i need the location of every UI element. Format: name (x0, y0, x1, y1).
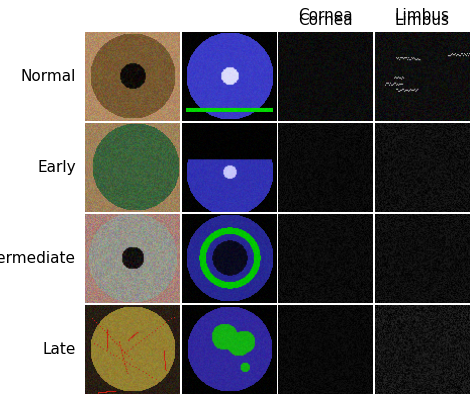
Text: Intermediate: Intermediate (0, 251, 76, 266)
Text: Early: Early (37, 160, 76, 175)
Text: Cornea: Cornea (298, 13, 353, 28)
Text: Limbus: Limbus (395, 8, 450, 23)
Text: Late: Late (43, 342, 76, 357)
Text: Normal: Normal (20, 69, 76, 84)
Text: Cornea: Cornea (298, 8, 353, 23)
Text: Limbus: Limbus (395, 13, 450, 28)
